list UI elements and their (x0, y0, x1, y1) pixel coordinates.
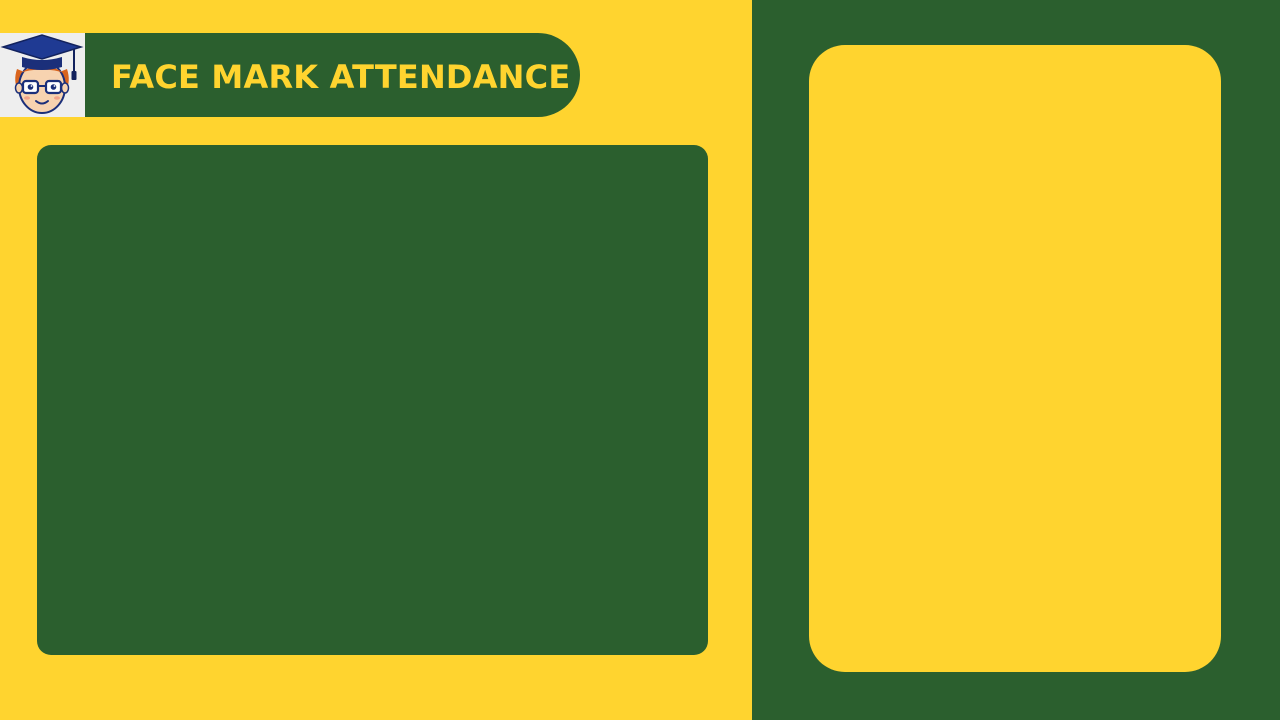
header-banner (0, 33, 580, 117)
app-logo (0, 33, 85, 117)
camera-feed-panel (37, 145, 708, 655)
student-graduate-avatar-icon (0, 34, 84, 114)
attendance-info-panel (809, 45, 1221, 672)
app-title: FACE MARK ATTENDANCE (111, 58, 571, 96)
